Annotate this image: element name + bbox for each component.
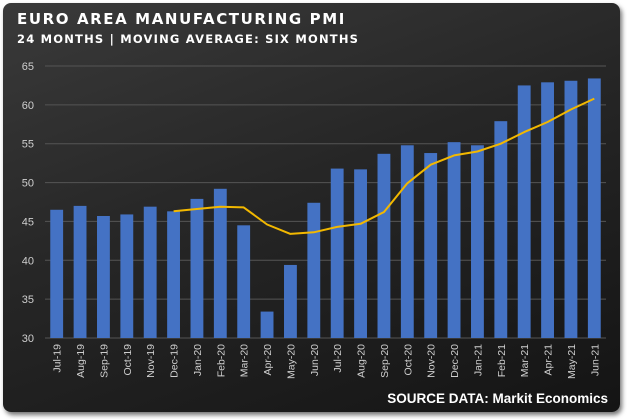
y-tick-label: 65 <box>22 61 34 73</box>
bar <box>190 198 204 338</box>
x-tick-label: Oct-20 <box>402 344 414 376</box>
x-tick-label: May-21 <box>566 344 578 379</box>
x-tick-label: May-20 <box>285 344 297 379</box>
x-tick-label: Apr-21 <box>543 344 555 376</box>
bar <box>564 80 578 338</box>
x-tick-label: Apr-20 <box>262 344 274 376</box>
x-tick-label: Aug-19 <box>75 344 87 378</box>
x-tick-label: Feb-20 <box>215 344 227 377</box>
bar <box>471 145 484 338</box>
bar <box>517 85 531 338</box>
y-tick-label: 35 <box>22 294 34 306</box>
x-tick-label: Dec-20 <box>449 344 461 378</box>
x-tick-label: Sep-20 <box>379 344 391 378</box>
x-tick-label: Jun-21 <box>589 344 601 376</box>
x-tick-label: Sep-19 <box>98 344 110 378</box>
x-tick-label: Jan-20 <box>192 344 204 376</box>
source-note: SOURCE DATA: Markit Economics <box>387 391 608 406</box>
bar <box>330 168 344 338</box>
bar <box>494 121 508 338</box>
bar <box>587 78 601 338</box>
bar <box>354 169 367 338</box>
bar <box>167 211 180 338</box>
bar <box>237 225 251 338</box>
x-tick-label: Mar-20 <box>239 344 251 377</box>
bar <box>284 264 297 338</box>
y-tick-label: 40 <box>22 255 34 267</box>
x-tick-label: Aug-20 <box>356 344 368 378</box>
x-tick-label: Jan-21 <box>472 344 484 376</box>
bar <box>97 215 110 338</box>
x-tick-label: Jun-20 <box>309 344 321 376</box>
x-tick-label: Feb-21 <box>496 344 508 377</box>
y-tick-label: 60 <box>22 100 34 112</box>
bar <box>50 209 64 338</box>
y-tick-label: 50 <box>22 178 34 190</box>
bar <box>541 82 554 338</box>
bar <box>73 205 87 338</box>
bar <box>143 206 157 338</box>
x-tick-label: Nov-20 <box>426 344 438 378</box>
x-tick-label: Jul-19 <box>52 344 64 373</box>
x-tick-label: Oct-19 <box>122 344 134 376</box>
y-tick-label: 30 <box>22 333 34 345</box>
x-tick-label: Jul-20 <box>332 344 344 373</box>
x-tick-label: Nov-19 <box>145 344 157 378</box>
bar <box>213 188 227 338</box>
chart-title: EURO AREA MANUFACTURING PMI <box>17 10 346 28</box>
moving-average-line <box>173 97 595 235</box>
y-tick-label: 55 <box>22 139 34 151</box>
bar <box>260 311 274 338</box>
bar <box>120 214 134 338</box>
x-tick-label: Mar-21 <box>519 344 531 377</box>
bar <box>377 153 391 338</box>
y-tick-label: 45 <box>22 216 34 228</box>
chart-subtitle: 24 MONTHS | MOVING AVERAGE: SIX MONTHS <box>17 32 360 46</box>
bar <box>447 142 461 338</box>
bar <box>307 202 321 338</box>
x-tick-label: Dec-19 <box>169 344 181 378</box>
bar <box>400 145 414 338</box>
bar <box>424 153 438 338</box>
